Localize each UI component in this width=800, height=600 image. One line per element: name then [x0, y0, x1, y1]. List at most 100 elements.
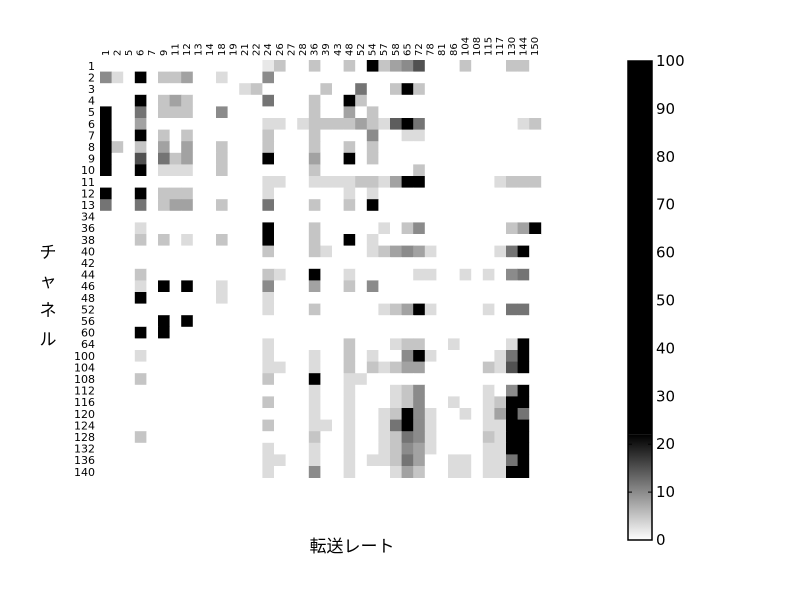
heatmap-cell: [285, 280, 298, 293]
heatmap-cell: [413, 466, 426, 478]
colorbar-gradient: [628, 434, 652, 540]
x-tick-label: 43: [333, 43, 344, 56]
heatmap-cell: [320, 83, 333, 96]
heatmap-cell: [285, 129, 298, 142]
heatmap-cell: [482, 292, 495, 304]
heatmap-cell: [227, 141, 240, 154]
heatmap-cell: [192, 268, 205, 281]
heatmap-cell: [181, 268, 194, 281]
heatmap-cell: [482, 303, 495, 316]
heatmap-cell: [343, 350, 356, 362]
y-tick-label: 100: [74, 350, 95, 363]
x-tick-label: 58: [391, 43, 402, 56]
heatmap-cell: [285, 454, 298, 467]
heatmap-cell: [308, 454, 321, 467]
heatmap-cell: [181, 176, 194, 188]
heatmap-cell: [100, 234, 112, 246]
y-tick-label: 112: [74, 385, 95, 398]
heatmap-cell: [192, 396, 205, 409]
heatmap-cell: [343, 280, 356, 293]
heatmap-cell: [169, 338, 182, 351]
heatmap-cell: [146, 164, 159, 177]
heatmap-cell: [134, 326, 147, 339]
heatmap-cell: [366, 245, 379, 258]
heatmap-cell: [204, 94, 217, 107]
x-tick-label: 22: [252, 43, 263, 56]
heatmap-cell: [204, 268, 217, 281]
heatmap-cell: [343, 326, 356, 339]
heatmap-cell: [158, 373, 170, 386]
heatmap-cell: [308, 280, 321, 293]
heatmap-cell: [355, 83, 368, 96]
heatmap-cell: [274, 350, 286, 362]
heatmap-cell: [100, 350, 112, 362]
heatmap-cell: [297, 384, 310, 397]
heatmap-cell: [529, 442, 542, 455]
heatmap-cell: [390, 118, 402, 130]
heatmap-cell: [506, 315, 518, 328]
heatmap-cell: [482, 152, 495, 165]
heatmap-cell: [529, 257, 542, 270]
heatmap-cell: [123, 222, 136, 235]
heatmap-cell: [366, 106, 379, 119]
heatmap-cell: [413, 71, 426, 84]
heatmap-cell: [436, 222, 449, 235]
heatmap-cell: [471, 141, 484, 154]
heatmap-cell: [158, 361, 170, 374]
heatmap-cell: [448, 326, 460, 339]
heatmap-cell: [413, 118, 426, 130]
heatmap-cell: [169, 280, 182, 293]
heatmap-cell: [448, 303, 460, 316]
heatmap-cell: [529, 466, 542, 478]
heatmap-cell: [285, 257, 298, 270]
heatmap-cell: [320, 106, 333, 119]
heatmap-cell: [297, 83, 310, 96]
heatmap-cell: [192, 199, 205, 212]
heatmap-cell: [459, 164, 472, 177]
heatmap-cell: [308, 83, 321, 96]
heatmap-cell: [517, 326, 530, 339]
heatmap-cell: [494, 187, 507, 200]
heatmap-cell: [158, 431, 170, 444]
heatmap-cell: [332, 129, 344, 142]
heatmap-cell: [181, 280, 194, 293]
heatmap-cell: [517, 222, 530, 235]
heatmap-cell: [250, 268, 263, 281]
heatmap-cell: [459, 199, 472, 212]
heatmap-cell: [355, 373, 368, 386]
heatmap-cell: [239, 257, 252, 270]
heatmap-cell: [332, 199, 344, 212]
heatmap-cell: [169, 268, 182, 281]
heatmap-cell: [529, 129, 542, 142]
heatmap-cell: [506, 94, 518, 107]
heatmap-cell: [517, 257, 530, 270]
heatmap-cell: [332, 431, 344, 444]
heatmap-cell: [146, 199, 159, 212]
heatmap-cell: [436, 350, 449, 362]
heatmap-cell: [424, 106, 437, 119]
heatmap-cell: [332, 326, 344, 339]
y-tick-label: 11: [81, 176, 95, 189]
heatmap-cell: [529, 292, 542, 304]
heatmap-cell: [285, 315, 298, 328]
heatmap-cell: [517, 280, 530, 293]
heatmap-cell: [343, 187, 356, 200]
heatmap-cell: [297, 222, 310, 235]
heatmap-cell: [506, 106, 518, 119]
heatmap-cell: [448, 466, 460, 478]
heatmap-cell: [482, 199, 495, 212]
heatmap-cell: [482, 373, 495, 386]
heatmap-cell: [390, 129, 402, 142]
heatmap-cell: [100, 292, 112, 304]
heatmap-cell: [158, 350, 170, 362]
heatmap-cell: [506, 176, 518, 188]
heatmap-cell: [169, 222, 182, 235]
heatmap-cell: [517, 419, 530, 432]
heatmap-cell: [482, 176, 495, 188]
heatmap-cell: [320, 350, 333, 362]
heatmap-cell: [482, 106, 495, 119]
heatmap-cell: [308, 245, 321, 258]
heatmap-cell: [308, 187, 321, 200]
heatmap-cell: [262, 152, 275, 165]
